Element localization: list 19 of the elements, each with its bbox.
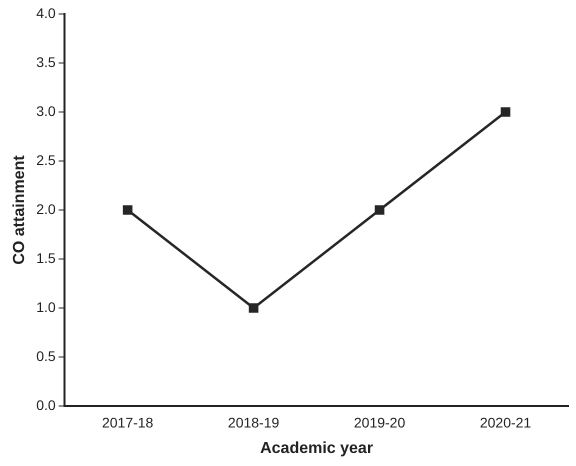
y-tick-label: 3.0 [36, 102, 56, 119]
x-axis-title: Academic year [260, 440, 374, 457]
y-tick-label: 3.5 [36, 54, 56, 70]
point [374, 205, 384, 215]
x-tick-label: 2019-20 [354, 414, 406, 430]
y-tick-label: 1.0 [36, 298, 56, 315]
x-tick-label: 2018-19 [228, 414, 280, 430]
y-tick-label: 0.0 [36, 396, 56, 413]
y-axis-title: CO attainment [11, 154, 28, 265]
point [248, 303, 258, 313]
y-tick-label: 4.0 [36, 4, 56, 21]
point [122, 205, 132, 215]
x-tick-label: 2017-18 [102, 414, 154, 430]
y-tick-label: 0.5 [36, 348, 56, 364]
y-tick-label: 1.5 [36, 250, 56, 266]
y-tick-label: 2.5 [36, 152, 56, 168]
y-tick-label: 2.0 [36, 200, 56, 217]
x-tick-label: 2020-21 [480, 414, 532, 430]
point [500, 107, 510, 117]
